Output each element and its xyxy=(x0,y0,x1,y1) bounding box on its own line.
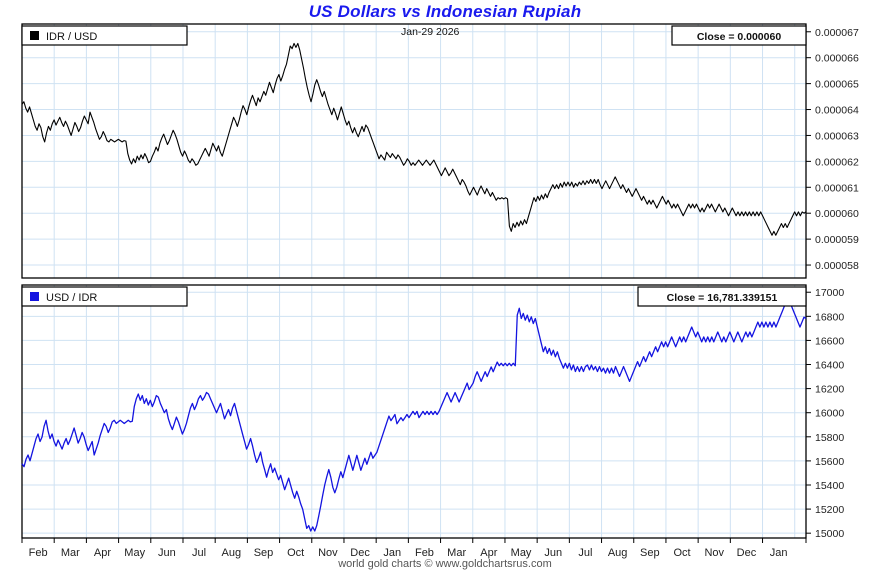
y-axis-label: 17000 xyxy=(815,287,844,299)
y-axis-label: 16800 xyxy=(815,311,844,323)
x-axis-month-label: Jan xyxy=(383,547,401,559)
black-square-marker xyxy=(30,31,39,40)
x-axis-month-label: Oct xyxy=(287,547,304,559)
x-axis-month-label: Oct xyxy=(673,547,690,559)
y-axis-label: 0.000061 xyxy=(815,182,859,194)
close-box-top xyxy=(671,25,807,46)
close-box-bottom xyxy=(637,286,807,307)
y-axis-label: 15400 xyxy=(815,480,844,492)
y-axis-label: 0.000066 xyxy=(815,53,859,65)
x-axis-month-label: Nov xyxy=(704,547,724,559)
x-axis-month-label: Apr xyxy=(480,547,497,559)
y-axis-label: 0.000067 xyxy=(815,27,859,39)
y-axis-label: 16400 xyxy=(815,360,844,372)
y-axis-label: 0.000059 xyxy=(815,234,859,246)
page-title: US Dollars vs Indonesian Rupiah xyxy=(308,2,582,21)
plot-frame xyxy=(21,284,807,539)
y-axis-label: 0.000058 xyxy=(815,260,859,272)
y-axis-label: 15000 xyxy=(815,528,844,540)
x-axis-month-label: Sep xyxy=(640,547,660,559)
x-axis-month-label: Dec xyxy=(737,547,757,559)
date-label: Jan-29 2026 xyxy=(401,26,460,38)
x-axis-month-label: Jul xyxy=(578,547,592,559)
x-axis-month-label: Feb xyxy=(29,547,48,559)
x-axis-month-label: Aug xyxy=(221,547,241,559)
y-axis-label: 15200 xyxy=(815,504,844,516)
y-axis-label: 0.000062 xyxy=(815,156,859,168)
plot-frame xyxy=(21,23,807,279)
x-axis-month-label: Jun xyxy=(544,547,562,559)
x-axis-month-label: Feb xyxy=(415,547,434,559)
x-axis-month-label: May xyxy=(511,547,532,559)
series-line-usd-idr xyxy=(21,296,807,532)
y-axis-label: 0.000063 xyxy=(815,130,859,142)
close-label-bottom: Close = 16,781.339151 xyxy=(667,292,778,304)
y-axis-label: 15800 xyxy=(815,432,844,444)
y-axis-label: 16000 xyxy=(815,408,844,420)
x-axis-month-label: Jun xyxy=(158,547,176,559)
x-axis-month-label: Mar xyxy=(61,547,80,559)
legend-label-idr-usd: IDR / USD xyxy=(46,31,97,43)
x-axis-month-label: May xyxy=(124,547,145,559)
legend-box-bottom xyxy=(21,286,188,307)
series-line-idr-usd xyxy=(21,42,807,236)
y-axis-label: 16200 xyxy=(815,384,844,396)
x-axis-month-label: Jan xyxy=(770,547,788,559)
blue-square-marker xyxy=(30,292,39,301)
legend-label-usd-idr: USD / IDR xyxy=(46,292,97,304)
y-axis-label: 16600 xyxy=(815,335,844,347)
x-axis-month-label: Mar xyxy=(447,547,466,559)
x-axis-month-label: Jul xyxy=(192,547,206,559)
y-axis-label: 0.000060 xyxy=(815,208,859,220)
x-axis-month-label: Sep xyxy=(254,547,274,559)
close-label-top: Close = 0.000060 xyxy=(697,31,782,43)
x-axis-month-label: Aug xyxy=(608,547,628,559)
y-axis-label: 0.000065 xyxy=(815,79,859,91)
x-axis-month-label: Dec xyxy=(350,547,370,559)
legend-box-top xyxy=(21,25,188,46)
y-axis-label: 0.000064 xyxy=(815,105,859,117)
x-axis-month-label: Apr xyxy=(94,547,111,559)
x-axis-month-label: Nov xyxy=(318,547,338,559)
footer-attribution: world gold charts © www.goldchartsrus.co… xyxy=(338,558,552,570)
y-axis-label: 15600 xyxy=(815,456,844,468)
